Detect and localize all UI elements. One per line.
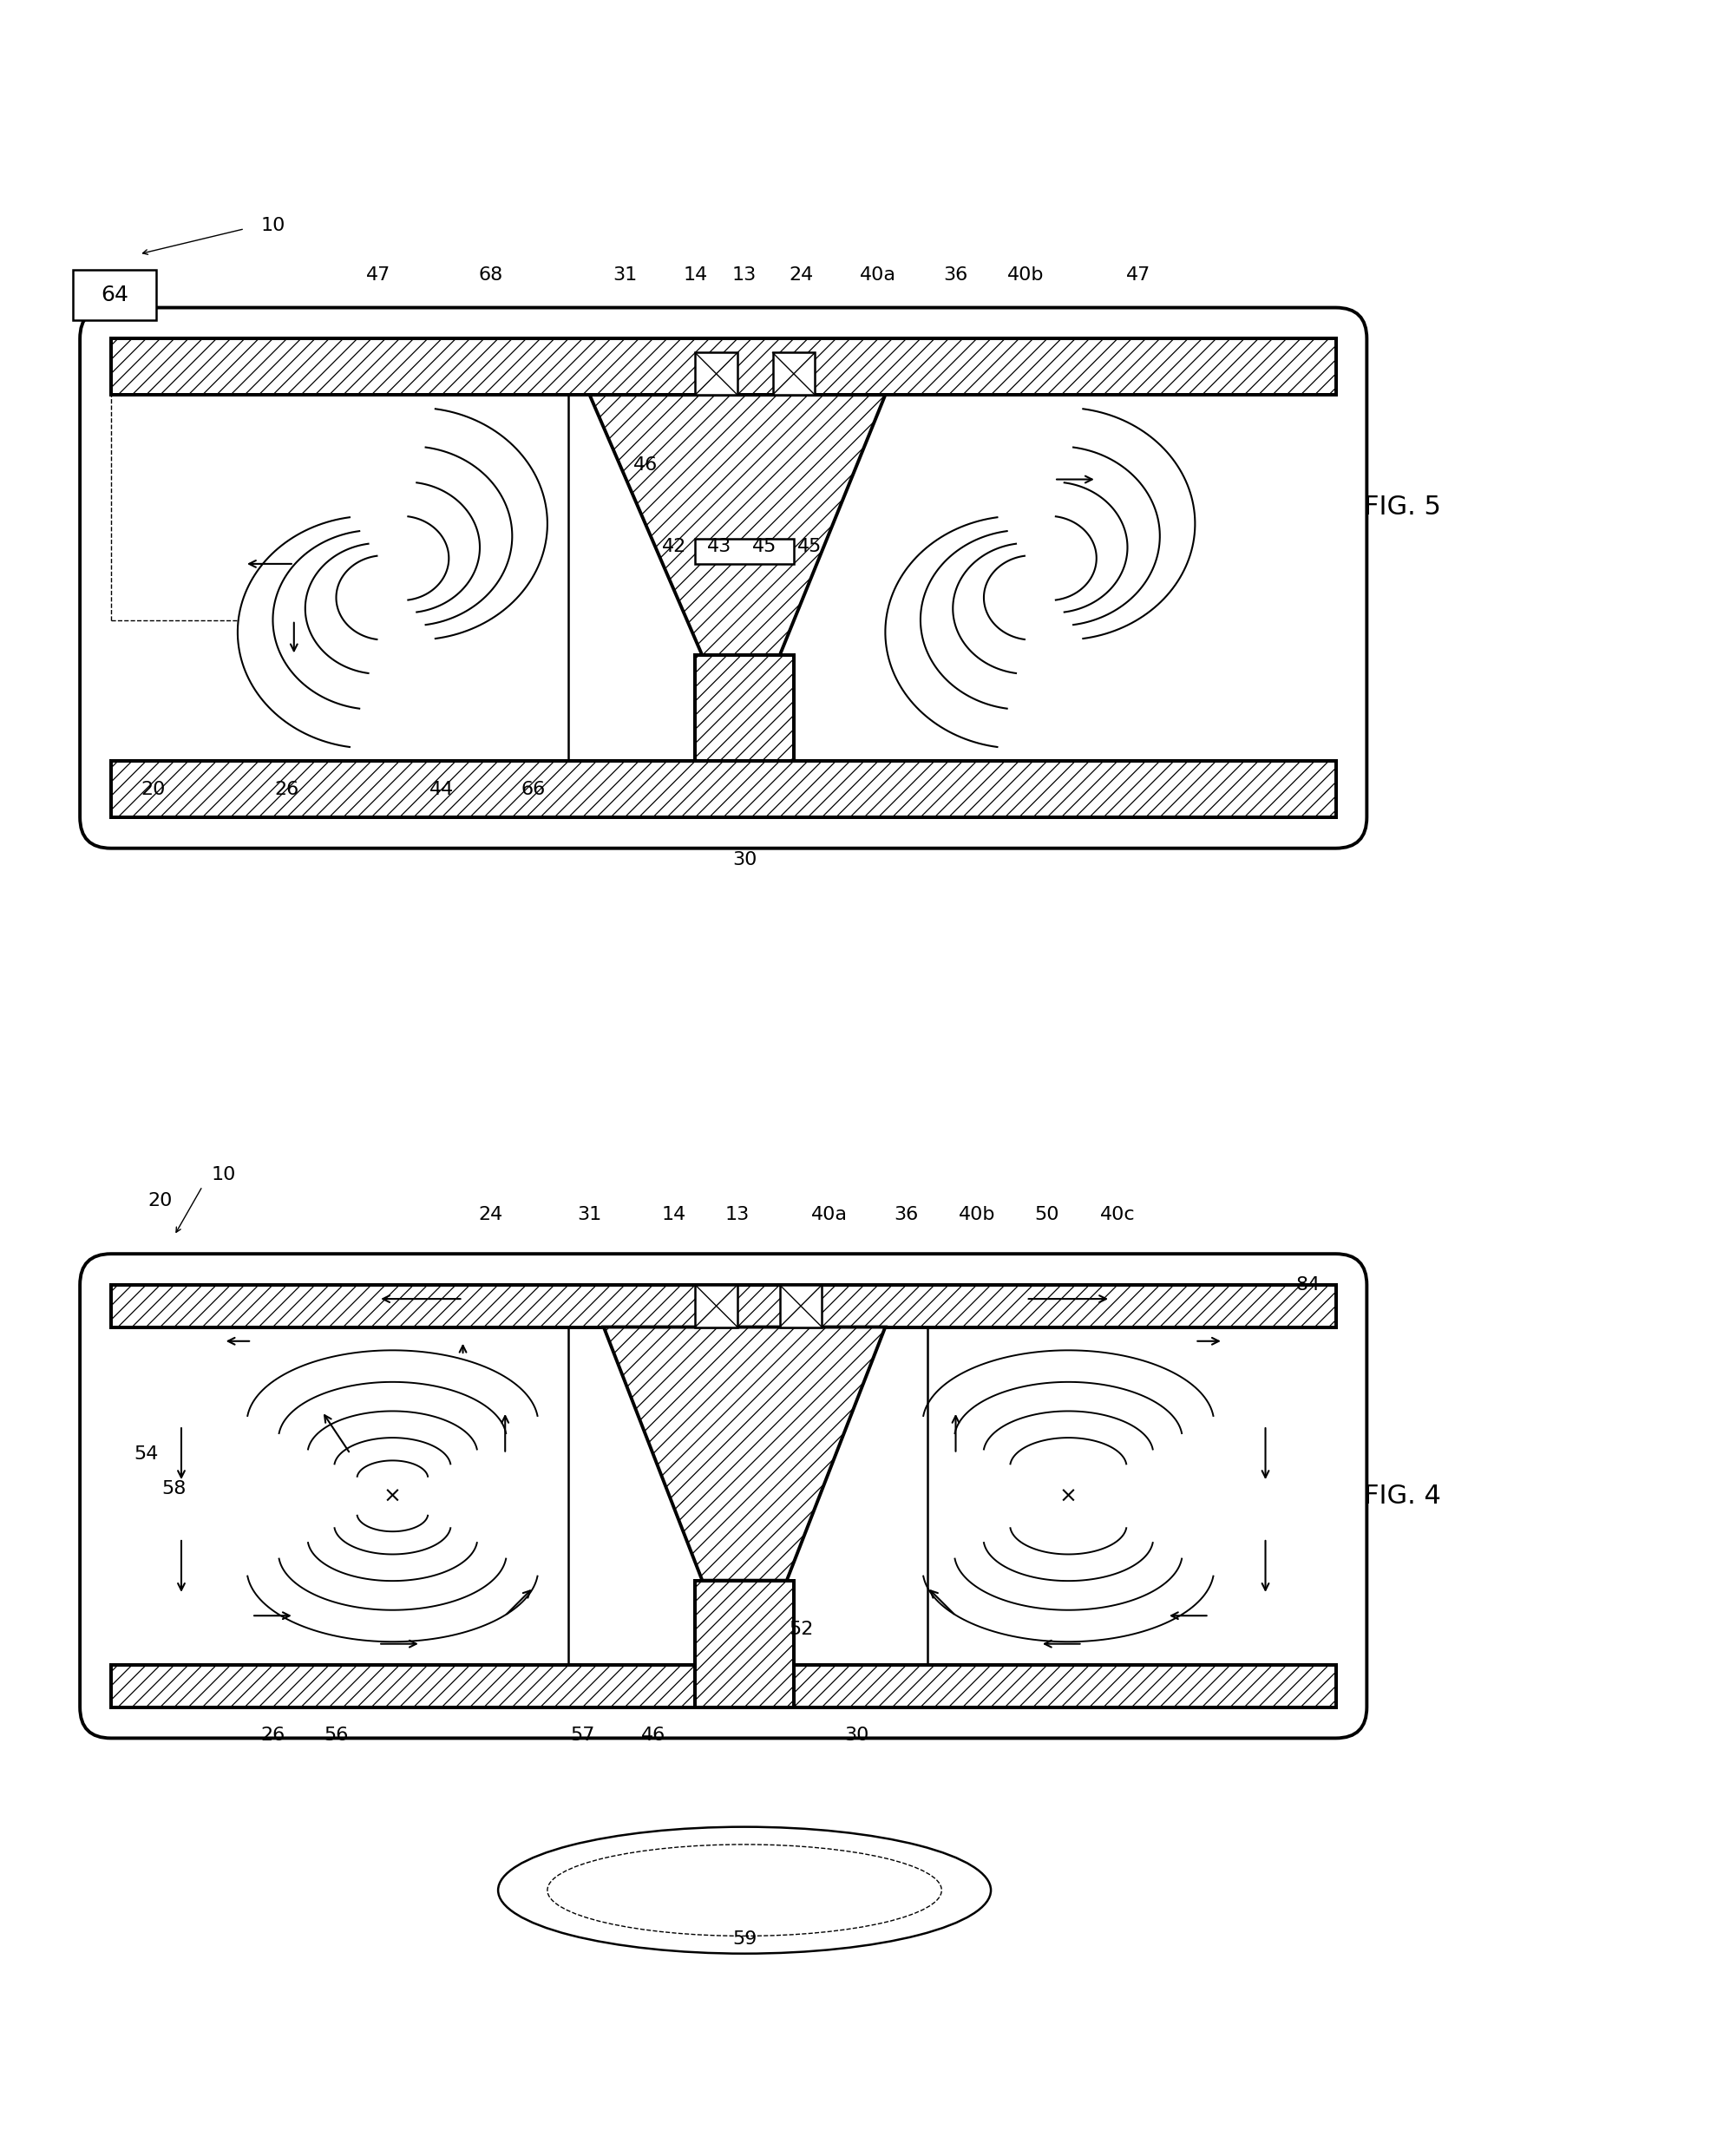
Text: 46: 46	[640, 1727, 664, 1744]
Text: 45: 45	[752, 539, 776, 556]
Text: 13: 13	[725, 1205, 750, 1222]
Bar	[112, 1285, 1336, 1328]
Bar	[695, 1580, 793, 1708]
Text: 57: 57	[570, 1727, 594, 1744]
Bar	[695, 1285, 738, 1328]
Text: 58: 58	[161, 1481, 187, 1498]
Text: ×: ×	[383, 1485, 402, 1507]
Bar	[695, 655, 793, 761]
Text: 66: 66	[520, 780, 546, 798]
Text: 20: 20	[148, 1192, 172, 1210]
Bar	[112, 1285, 1336, 1328]
Bar	[112, 338, 1336, 395]
Text: 40b: 40b	[958, 1205, 996, 1222]
Bar	[112, 761, 1336, 817]
Text: 64: 64	[101, 285, 129, 306]
Text: ×: ×	[1059, 1485, 1078, 1507]
Text: 42: 42	[661, 539, 687, 556]
Text: 68: 68	[479, 267, 503, 285]
Text: 31: 31	[613, 267, 637, 285]
Polygon shape	[604, 1328, 886, 1580]
Bar	[780, 1285, 822, 1328]
Text: 54: 54	[134, 1445, 158, 1462]
Text: 30: 30	[845, 1727, 869, 1744]
Text: 26: 26	[275, 780, 299, 798]
Text: 84: 84	[1295, 1276, 1320, 1294]
Text: 36: 36	[943, 267, 968, 285]
Text: 47: 47	[366, 267, 391, 285]
Bar	[112, 761, 1336, 817]
FancyBboxPatch shape	[81, 1255, 1367, 1738]
Text: 31: 31	[577, 1205, 603, 1222]
Bar	[112, 1664, 1336, 1708]
Text: 13: 13	[731, 267, 757, 285]
Text: 50: 50	[1035, 1205, 1059, 1222]
Text: 24: 24	[479, 1205, 503, 1222]
Text: 10: 10	[211, 1166, 235, 1184]
Text: 10: 10	[261, 218, 285, 235]
Text: FIG. 5: FIG. 5	[1363, 496, 1441, 520]
Text: 20: 20	[141, 780, 165, 798]
Text: 14: 14	[661, 1205, 687, 1222]
Text: FIG. 4: FIG. 4	[1363, 1483, 1441, 1509]
Text: 30: 30	[731, 852, 757, 869]
Text: 14: 14	[683, 267, 707, 285]
Text: 45: 45	[797, 539, 821, 556]
Text: 40c: 40c	[1101, 1205, 1135, 1222]
Text: 46: 46	[634, 457, 658, 474]
FancyBboxPatch shape	[72, 270, 156, 321]
Text: 59: 59	[731, 1932, 757, 1949]
Bar	[112, 1664, 1336, 1708]
Bar	[695, 539, 793, 565]
Text: 26: 26	[261, 1727, 285, 1744]
Ellipse shape	[498, 1826, 991, 1953]
Text: 24: 24	[788, 267, 814, 285]
Polygon shape	[589, 395, 886, 655]
Text: 43: 43	[707, 539, 731, 556]
Bar	[695, 1580, 793, 1708]
Bar	[695, 354, 738, 395]
Bar	[773, 354, 816, 395]
Text: 40a: 40a	[810, 1205, 846, 1222]
Text: 40b: 40b	[1008, 267, 1044, 285]
Text: 47: 47	[1126, 267, 1150, 285]
Text: 36: 36	[895, 1205, 919, 1222]
FancyBboxPatch shape	[81, 308, 1367, 847]
Bar	[695, 655, 793, 761]
Text: 40a: 40a	[860, 267, 896, 285]
Text: 44: 44	[429, 780, 453, 798]
Text: 52: 52	[788, 1621, 814, 1639]
Bar	[112, 338, 1336, 395]
Text: 56: 56	[325, 1727, 349, 1744]
